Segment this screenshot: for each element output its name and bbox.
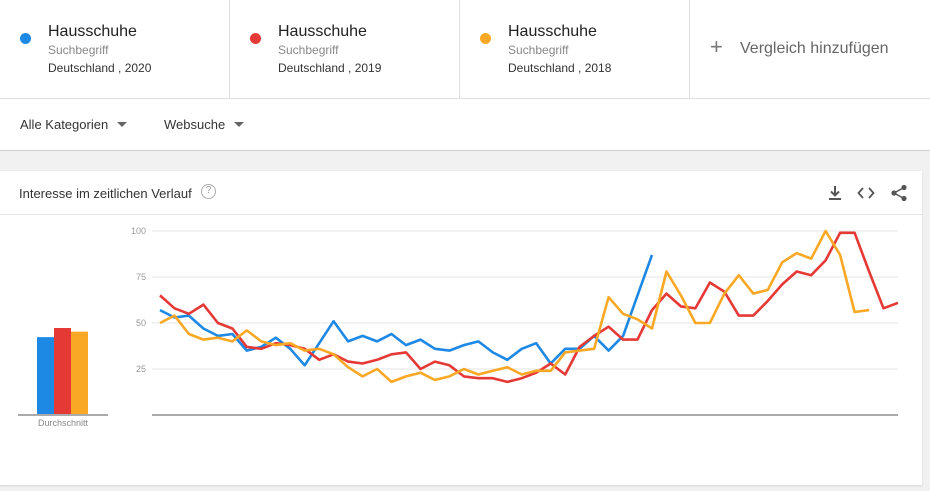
card-title: Interesse im zeitlichen Verlauf [19, 186, 192, 201]
interest-over-time-card: Interesse im zeitlichen Verlauf ? 25 50 75… [0, 171, 922, 485]
term-card-2018[interactable]: Hausschuhe Suchbegriff Deutschland , 201… [460, 0, 690, 99]
term-name: Hausschuhe [278, 23, 367, 40]
filter-bar: Alle Kategorien Websuche [0, 99, 930, 151]
average-label: Durchschnitt [38, 418, 89, 428]
card-header: Interesse im zeitlichen Verlauf ? [0, 171, 922, 215]
series-line [159, 254, 654, 367]
term-card-2020[interactable]: Hausschuhe Suchbegriff Deutschland , 202… [0, 0, 230, 99]
term-region: Deutschland , 2020 [48, 61, 152, 75]
term-region: Deutschland , 2018 [508, 61, 612, 75]
embed-icon[interactable] [856, 183, 876, 203]
add-comparison-button[interactable]: + Vergleich hinzufügen [690, 0, 930, 98]
term-name: Hausschuhe [508, 23, 597, 40]
term-region: Deutschland , 2019 [278, 61, 382, 75]
series-line [159, 231, 899, 384]
term-kind: Suchbegriff [508, 43, 569, 57]
series-dot-blue [20, 33, 31, 44]
average-bar [71, 331, 88, 414]
download-icon[interactable] [825, 183, 845, 203]
search-type-label: Websuche [164, 117, 226, 132]
series-line [159, 229, 870, 384]
y-tick-label: 75 [136, 272, 146, 282]
interest-chart: 25 50 75 100 Durchschnitt [18, 226, 899, 428]
chevron-down-icon [117, 122, 128, 127]
average-bar [37, 337, 54, 414]
term-name: Hausschuhe [48, 23, 137, 40]
series-dot-red [250, 33, 261, 44]
average-bar [54, 327, 71, 414]
search-type-dropdown[interactable]: Websuche [164, 117, 245, 132]
term-card-2019[interactable]: Hausschuhe Suchbegriff Deutschland , 201… [230, 0, 460, 99]
chevron-down-icon [234, 122, 245, 127]
add-comparison-label: Vergleich hinzufügen [740, 40, 889, 57]
y-tick-label: 100 [131, 226, 146, 236]
y-tick-label: 50 [136, 318, 146, 328]
y-tick-label: 25 [136, 364, 146, 374]
search-terms-bar: Hausschuhe Suchbegriff Deutschland , 202… [0, 0, 930, 99]
help-icon[interactable]: ? [201, 184, 216, 199]
term-kind: Suchbegriff [278, 43, 339, 57]
category-dropdown[interactable]: Alle Kategorien [20, 117, 128, 132]
plus-icon: + [710, 34, 723, 59]
term-kind: Suchbegriff [48, 43, 109, 57]
share-icon[interactable] [889, 183, 909, 203]
series-dot-yellow [480, 33, 491, 44]
category-label: Alle Kategorien [20, 117, 109, 132]
